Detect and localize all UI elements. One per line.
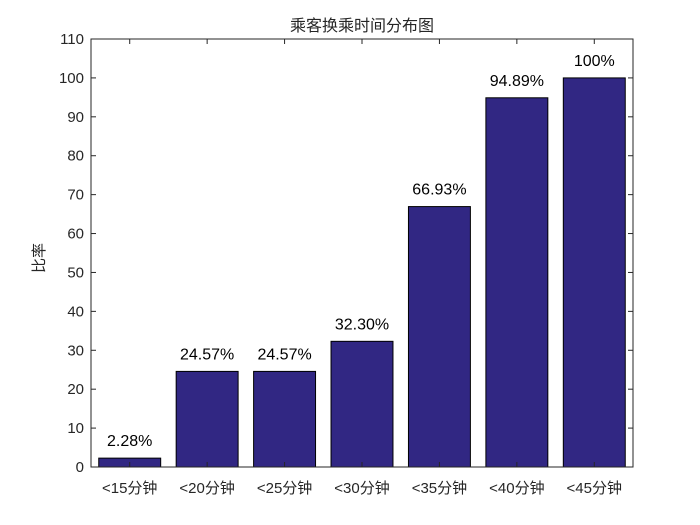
bar: [562, 77, 626, 468]
x-tick-label: <45分钟: [567, 480, 622, 497]
y-tick-label: 30: [67, 342, 84, 359]
data-labels-group: 2.28% 24.57% 24.57% 32.30% 66.93% 94.89% 100%: [107, 53, 615, 450]
y-tick-label: 90: [67, 109, 84, 126]
x-axis: <15分钟 <20分钟 <25分钟 <30分钟 <35分钟 <40分钟 <45分钟: [102, 39, 622, 497]
y-tick-label: 60: [67, 226, 84, 243]
bar: [407, 206, 471, 468]
bar: [330, 340, 394, 468]
data-label: 100%: [574, 53, 615, 70]
x-tick-label: <15分钟: [102, 480, 157, 497]
y-tick-label: 40: [67, 303, 84, 320]
y-tick-label: 70: [67, 187, 84, 204]
bar: [175, 370, 239, 468]
y-axis: 0 10 20 30 40 50 60 70 80 90 100 110: [59, 31, 633, 476]
data-label: 2.28%: [107, 433, 152, 450]
x-tick-label: <40分钟: [489, 480, 544, 497]
y-tick-label: 110: [60, 31, 84, 48]
data-label: 94.89%: [490, 73, 544, 90]
y-tick-label: 100: [59, 70, 84, 87]
y-tick-label: 50: [67, 264, 84, 281]
bar: [253, 370, 317, 468]
y-tick-label: 10: [67, 420, 84, 437]
y-tick-label: 0: [76, 459, 84, 476]
x-tick-label: <20分钟: [179, 480, 234, 497]
y-tick-label: 20: [67, 381, 84, 398]
x-tick-label: <30分钟: [334, 480, 389, 497]
bar: [485, 97, 549, 468]
x-tick-label: <25分钟: [257, 480, 312, 497]
bars-group: [98, 77, 626, 468]
x-tick-label: <35分钟: [412, 480, 467, 497]
data-label: 24.57%: [180, 346, 234, 363]
y-axis-label: 比率: [30, 243, 48, 273]
data-label: 66.93%: [412, 182, 466, 199]
data-label: 32.30%: [335, 316, 389, 333]
data-label: 24.57%: [257, 346, 311, 363]
y-tick-label: 80: [67, 148, 84, 165]
chart-title: 乘客换乘时间分布图: [290, 16, 434, 35]
